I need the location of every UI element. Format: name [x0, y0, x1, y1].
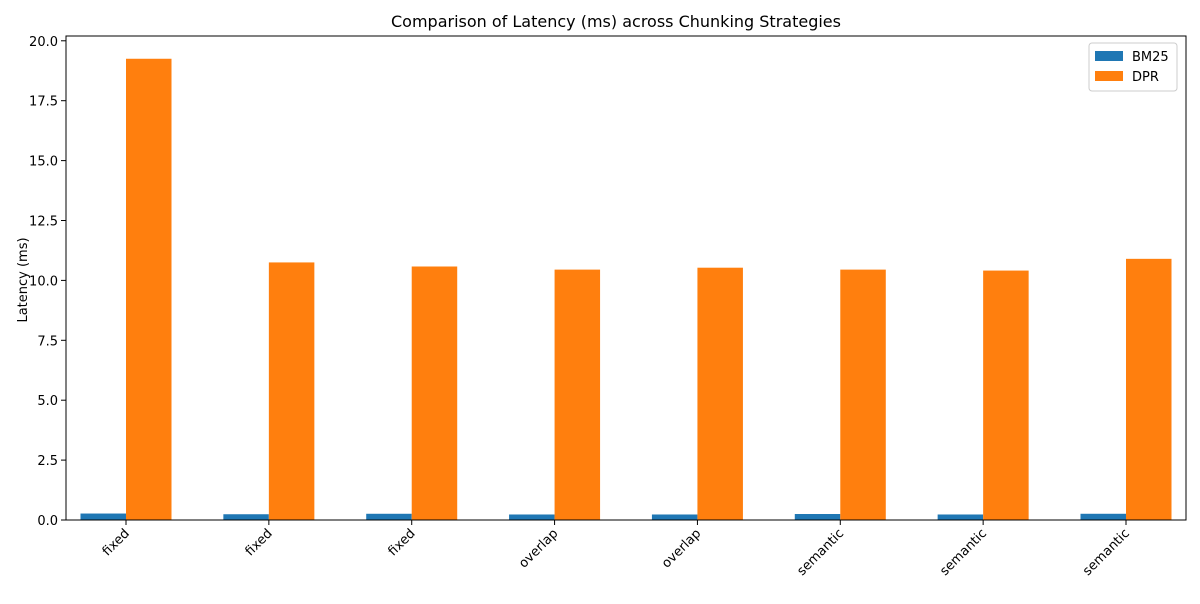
- bar-dpr-1: [268, 262, 315, 520]
- x-tick-label: fixed: [243, 526, 276, 559]
- x-axis: fixed fixed fixed overlap overlap semantic sem…: [100, 520, 1133, 579]
- y-tick-label: 20.0: [29, 35, 58, 50]
- legend-swatch-bm25: [1095, 51, 1123, 61]
- y-tick-label: 17.5: [29, 95, 58, 110]
- bar-bm25-7: [1080, 513, 1126, 520]
- bar-dpr-0: [126, 58, 172, 520]
- bar-bm25-2: [366, 513, 412, 520]
- bar-bm25-1: [223, 514, 269, 520]
- x-tick-label: semantic: [1080, 526, 1133, 579]
- y-axis: 0.0 2.5 5.0 7.5 10.0 12.5 15.0 17.5 20.0: [29, 35, 66, 529]
- y-tick-label: 12.5: [29, 214, 58, 229]
- x-tick-label: fixed: [385, 526, 418, 559]
- bar-dpr-6: [983, 270, 1029, 520]
- bar-dpr-4: [697, 267, 743, 520]
- bar-dpr-7: [1126, 258, 1172, 520]
- y-tick-label: 15.0: [29, 155, 58, 170]
- bar-dpr-2: [411, 266, 458, 520]
- bar-bm25-5: [794, 514, 841, 520]
- y-tick-label: 10.0: [29, 274, 58, 289]
- y-tick-label: 7.5: [37, 334, 58, 349]
- legend-label-bm25: BM25: [1132, 50, 1169, 65]
- x-tick-label: overlap: [516, 526, 561, 571]
- legend-label-dpr: DPR: [1132, 70, 1159, 85]
- y-tick-label: 2.5: [37, 454, 58, 469]
- bar-dpr-5: [840, 269, 886, 520]
- bar-bm25-4: [651, 514, 698, 520]
- plot-frame: [65, 35, 1187, 521]
- bar-bm25-0: [80, 513, 126, 520]
- bar-dpr-3: [554, 269, 601, 520]
- legend-swatch-dpr: [1095, 71, 1123, 81]
- bar-bm25-6: [937, 514, 984, 520]
- y-axis-label: Latency (ms): [16, 237, 31, 322]
- x-tick-label: overlap: [659, 526, 704, 571]
- bar-bm25-3: [509, 514, 555, 520]
- x-tick-label: semantic: [937, 526, 990, 579]
- chart-title: Comparison of Latency (ms) across Chunki…: [391, 12, 841, 31]
- y-tick-label: 5.0: [37, 394, 58, 409]
- x-tick-label: semantic: [794, 526, 847, 579]
- bars-layer: [80, 58, 1172, 520]
- x-tick-label: fixed: [100, 526, 133, 559]
- legend: BM25 DPR: [1088, 42, 1178, 92]
- y-tick-label: 0.0: [37, 514, 58, 529]
